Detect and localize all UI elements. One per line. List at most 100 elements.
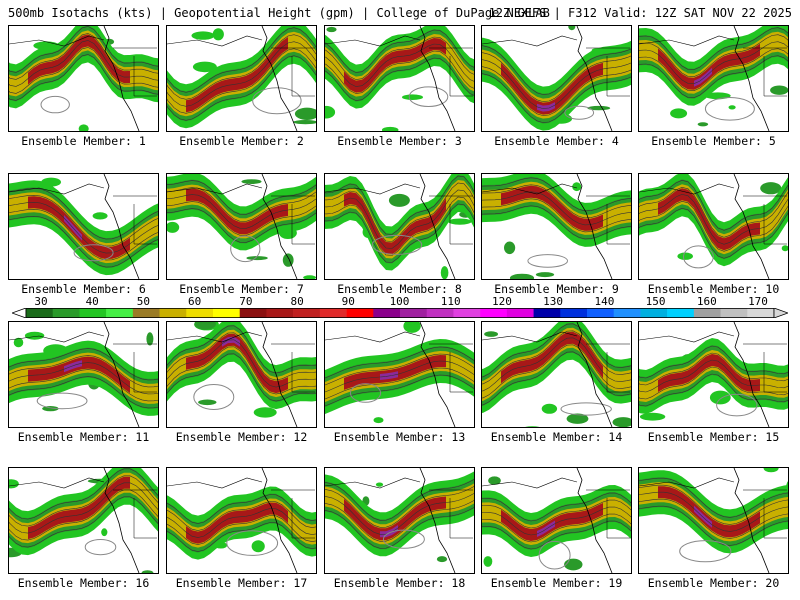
colorbar-tick-label: 50: [136, 295, 151, 308]
isotach-patch: [541, 403, 558, 414]
coastline-north: [325, 35, 421, 47]
height-contour: [639, 41, 788, 85]
colorbar-segment: [426, 308, 454, 318]
colorbar-tick-label: 130: [543, 295, 564, 308]
jet-stream-map: [639, 26, 788, 131]
coastline: [103, 174, 140, 279]
coastline-north: [482, 477, 578, 489]
isotach-patch: [525, 426, 540, 427]
height-contour-gray: [527, 254, 568, 268]
state-border: [606, 56, 630, 97]
height-contour: [9, 475, 158, 527]
coastline-north: [482, 35, 578, 47]
ensemble-member-label: Ensemble Member: 17: [175, 576, 308, 590]
isotach-patch: [167, 221, 180, 233]
isotach-patch: [763, 468, 779, 473]
isotach-patch: [670, 108, 688, 119]
height-contour-gray: [371, 234, 423, 255]
isotach-patch: [587, 105, 611, 111]
height-contour-gray: [716, 393, 758, 417]
state-border: [606, 498, 630, 539]
colorbar-segment: [266, 308, 294, 318]
isotach-patch: [13, 337, 24, 348]
isotach-patch: [770, 85, 788, 95]
height-contour: [167, 180, 316, 215]
isotach-band-90kt: [501, 331, 603, 384]
colorbar-segment: [533, 308, 561, 318]
isotach-band-90kt: [344, 192, 446, 255]
colorbar-tick-label: 30: [34, 295, 48, 308]
isotach-band-90kt: [501, 503, 603, 541]
ensemble-member-panel: [166, 173, 317, 280]
coastline: [103, 322, 140, 427]
isotach-band-90kt: [186, 37, 288, 113]
ensemble-member-panel: [166, 321, 317, 428]
isotach-band-110kt: [537, 102, 555, 112]
state-border: [133, 498, 157, 539]
isotach-patch: [535, 272, 555, 278]
height-contour-gray: [349, 383, 382, 403]
state-border: [449, 56, 473, 97]
ensemble-member-panel: [324, 173, 475, 280]
isotach-band-70kt: [167, 329, 316, 398]
state-border: [133, 56, 157, 97]
state-border: [133, 352, 157, 393]
jet-stream-map: [639, 468, 788, 573]
ensemble-member-label: Ensemble Member: 5: [651, 134, 776, 148]
isotach-patch: [101, 528, 108, 537]
jet-stream-map: [482, 174, 631, 279]
jet-stream-map: [9, 174, 158, 279]
height-contour: [639, 34, 788, 78]
height-contour: [325, 29, 474, 73]
coastline: [419, 174, 456, 279]
ensemble-member-label: Ensemble Member: 11: [17, 430, 150, 444]
ensemble-member-panel: [8, 25, 159, 132]
state-border: [449, 498, 473, 539]
state-border: [291, 352, 315, 393]
isotach-patch: [241, 179, 262, 184]
coastline-north: [639, 477, 735, 489]
jet-stream-map: [482, 468, 631, 573]
isotach-band-90kt: [501, 62, 603, 115]
coastline-north: [325, 477, 421, 489]
ensemble-member-label: Ensemble Member: 13: [333, 430, 466, 444]
height-contour: [639, 27, 788, 71]
state-border: [449, 204, 473, 245]
height-contour-gray: [252, 87, 302, 115]
ensemble-member-panel: [638, 321, 789, 428]
isotach-patch: [728, 105, 736, 110]
isotach-patch: [403, 322, 421, 333]
ensemble-member-label: Ensemble Member: 14: [490, 430, 623, 444]
coastline: [576, 322, 613, 427]
isotach-colorbar: [12, 308, 788, 318]
ensemble-member-panel: [166, 25, 317, 132]
isotach-patch: [212, 28, 224, 41]
coastline: [419, 26, 456, 131]
coastline-north: [325, 331, 421, 343]
colorbar-segment: [613, 308, 641, 318]
colorbar-tick-label: 110: [440, 295, 461, 308]
isotach-patch: [781, 245, 788, 252]
jet-stream-map: [167, 26, 316, 131]
height-contour-gray: [230, 235, 261, 263]
isotach-patch: [448, 218, 472, 225]
isotach-band-90kt: [186, 188, 288, 235]
coastline-north: [639, 35, 735, 47]
isotach-patch: [564, 558, 583, 571]
jet-stream-map: [167, 322, 316, 427]
isotach-band-90kt: [658, 354, 760, 392]
isotach-band-90kt: [186, 502, 288, 544]
coastline-north: [639, 183, 735, 195]
ensemble-member-panel: [166, 467, 317, 574]
jet-stream-map: [639, 174, 788, 279]
colorbar-segment: [186, 308, 214, 318]
height-contour-gray: [193, 384, 235, 410]
height-contour-gray: [226, 530, 279, 556]
ensemble-member-label: Ensemble Member: 3: [337, 134, 462, 148]
isotach-patch: [326, 26, 337, 33]
coastline: [261, 468, 298, 573]
isotach-patch: [325, 105, 336, 119]
coastline: [261, 26, 298, 131]
isotach-patch: [381, 126, 399, 131]
ensemble-member-panel: [8, 467, 159, 574]
